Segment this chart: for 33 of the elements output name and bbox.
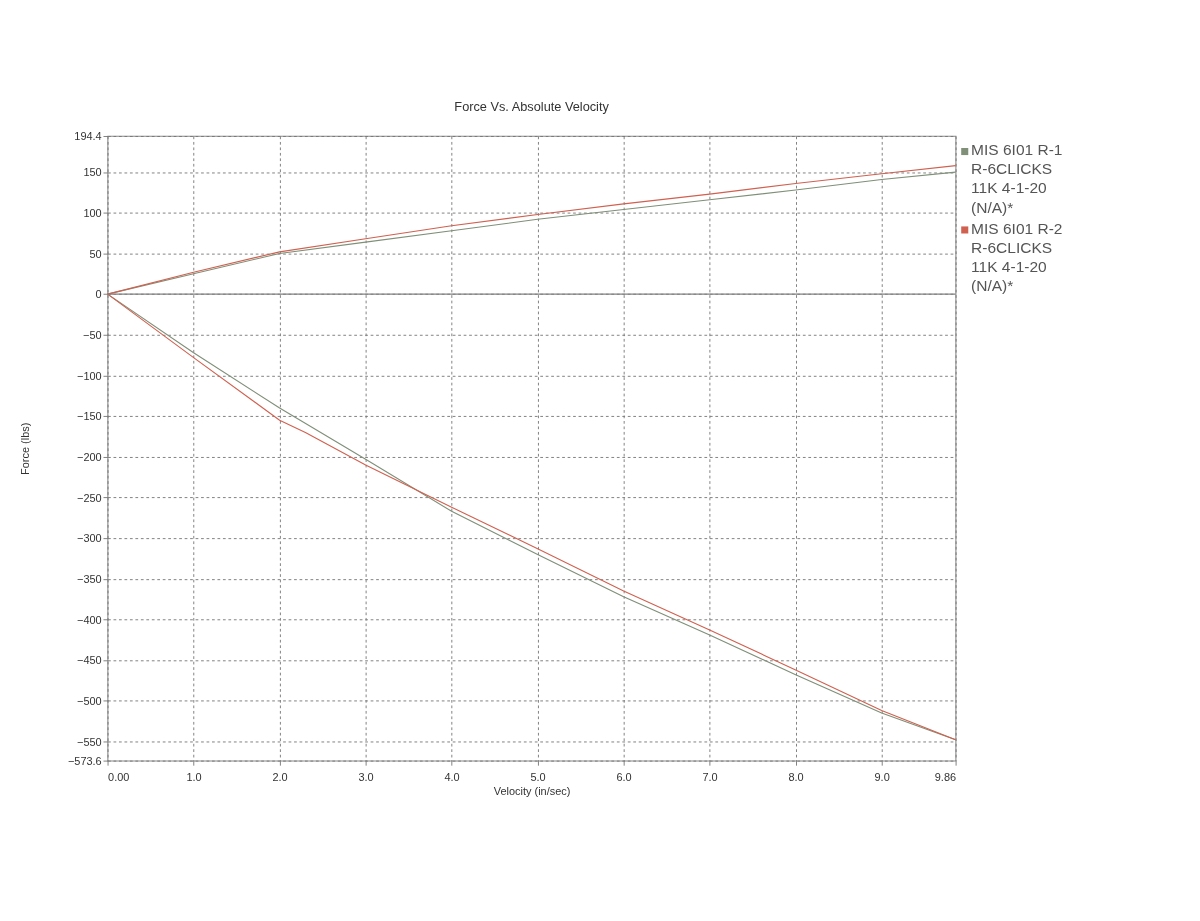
y-axis-title: Force (lbs) (18, 422, 31, 475)
x-tick-label: 3.0 (358, 771, 374, 784)
y-tick-label: 194.4 (74, 130, 102, 143)
x-tick-label: 8.0 (788, 771, 804, 784)
legend-label: MIS 6I01 R-1 R-6CLICKS 11K 4-1-20 (N/A)* (971, 141, 1063, 216)
x-axis-title: Velocity (in/sec) (493, 784, 571, 797)
x-tick-label: 1.0 (186, 771, 202, 784)
chart-title: Force Vs. Absolute Velocity (454, 99, 610, 115)
y-tick-label: −350 (77, 572, 102, 585)
y-tick-label: −573.6 (67, 754, 102, 767)
x-tick-label: 6.0 (616, 771, 632, 784)
y-tick-label: −500 (77, 694, 102, 707)
y-tick-label: −200 (77, 450, 102, 463)
x-tick-label: 9.86 (934, 771, 957, 784)
y-tick-label: −300 (77, 532, 102, 545)
y-tick-label: 150 (83, 166, 102, 179)
y-tick-label: −450 (77, 654, 102, 667)
x-tick-label: 0.00 (108, 771, 130, 784)
y-tick-label: 50 (89, 247, 102, 260)
y-tick-label: 100 (83, 206, 102, 219)
x-tick-label: 5.0 (530, 771, 546, 784)
y-tick-label: −150 (77, 410, 102, 423)
y-tick-label: −400 (77, 613, 102, 626)
legend-label: MIS 6I01 R-2 R-6CLICKS 11K 4-1-20 (N/A)* (971, 219, 1063, 295)
y-tick-label: 0 (95, 288, 102, 301)
y-tick-label: −100 (77, 369, 102, 382)
x-tick-label: 7.0 (702, 771, 718, 784)
x-tick-label: 4.0 (444, 771, 460, 784)
x-tick-label: 9.0 (874, 771, 890, 784)
y-tick-label: −250 (77, 491, 102, 504)
y-tick-label: −50 (83, 328, 102, 341)
x-tick-label: 2.0 (272, 771, 288, 784)
y-tick-label: −550 (77, 735, 102, 748)
